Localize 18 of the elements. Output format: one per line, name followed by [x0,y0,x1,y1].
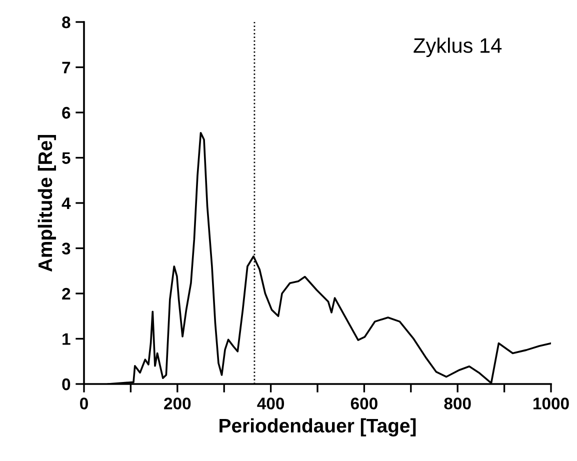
x-tick-label: 200 [164,398,191,410]
x-tick-label: 1000 [534,398,569,410]
annotation: Zyklus 14 [414,38,502,58]
x-axis-title: Periodendauer [Tage] [220,418,416,436]
y-tick-label: 7 [62,62,70,74]
x-tick-label: 800 [444,398,471,410]
y-tick-label: 1 [62,333,70,345]
y-tick-label: 3 [62,242,70,254]
y-tick-label: 6 [62,106,70,119]
x-tick-label: 600 [350,398,378,410]
y-tick-label: 8 [62,16,70,28]
y-tick-label: 0 [62,378,70,390]
y-tick-label: 4 [62,198,71,210]
y-tick-label: 5 [62,152,70,164]
y-tick-label: 2 [62,288,70,300]
x-tick-label: 0 [80,398,88,410]
x-tick-label: 400 [257,398,284,410]
y-axis-title: Amplitude [Re] [38,134,56,272]
